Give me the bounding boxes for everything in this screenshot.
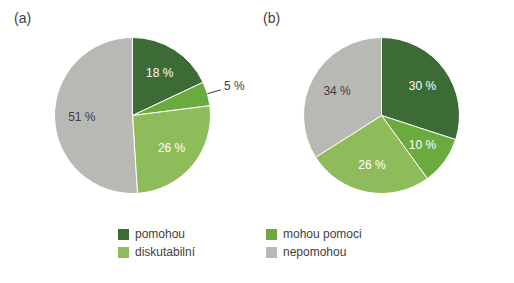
svg-text:26 %: 26 % <box>358 158 386 172</box>
html-text:(a): (a) <box>14 10 32 26</box>
html-text:(b): (b) <box>263 10 281 26</box>
html-text:nepomohou: nepomohou <box>283 245 347 259</box>
html-text:pomohou: pomohou <box>135 227 185 241</box>
svg-text:18 %: 18 % <box>146 66 174 80</box>
html-text:diskutabilní: diskutabilní <box>135 245 195 259</box>
svg-text:51 %: 51 % <box>68 110 96 124</box>
svg-text:10 %: 10 % <box>409 138 437 152</box>
svg-text:34 %: 34 % <box>323 84 351 98</box>
html-text:mohou pomoci: mohou pomoci <box>283 227 362 241</box>
svg-text:30 %: 30 % <box>409 79 437 93</box>
svg-text:5 %: 5 % <box>224 79 245 93</box>
svg-text:26 %: 26 % <box>158 141 186 155</box>
